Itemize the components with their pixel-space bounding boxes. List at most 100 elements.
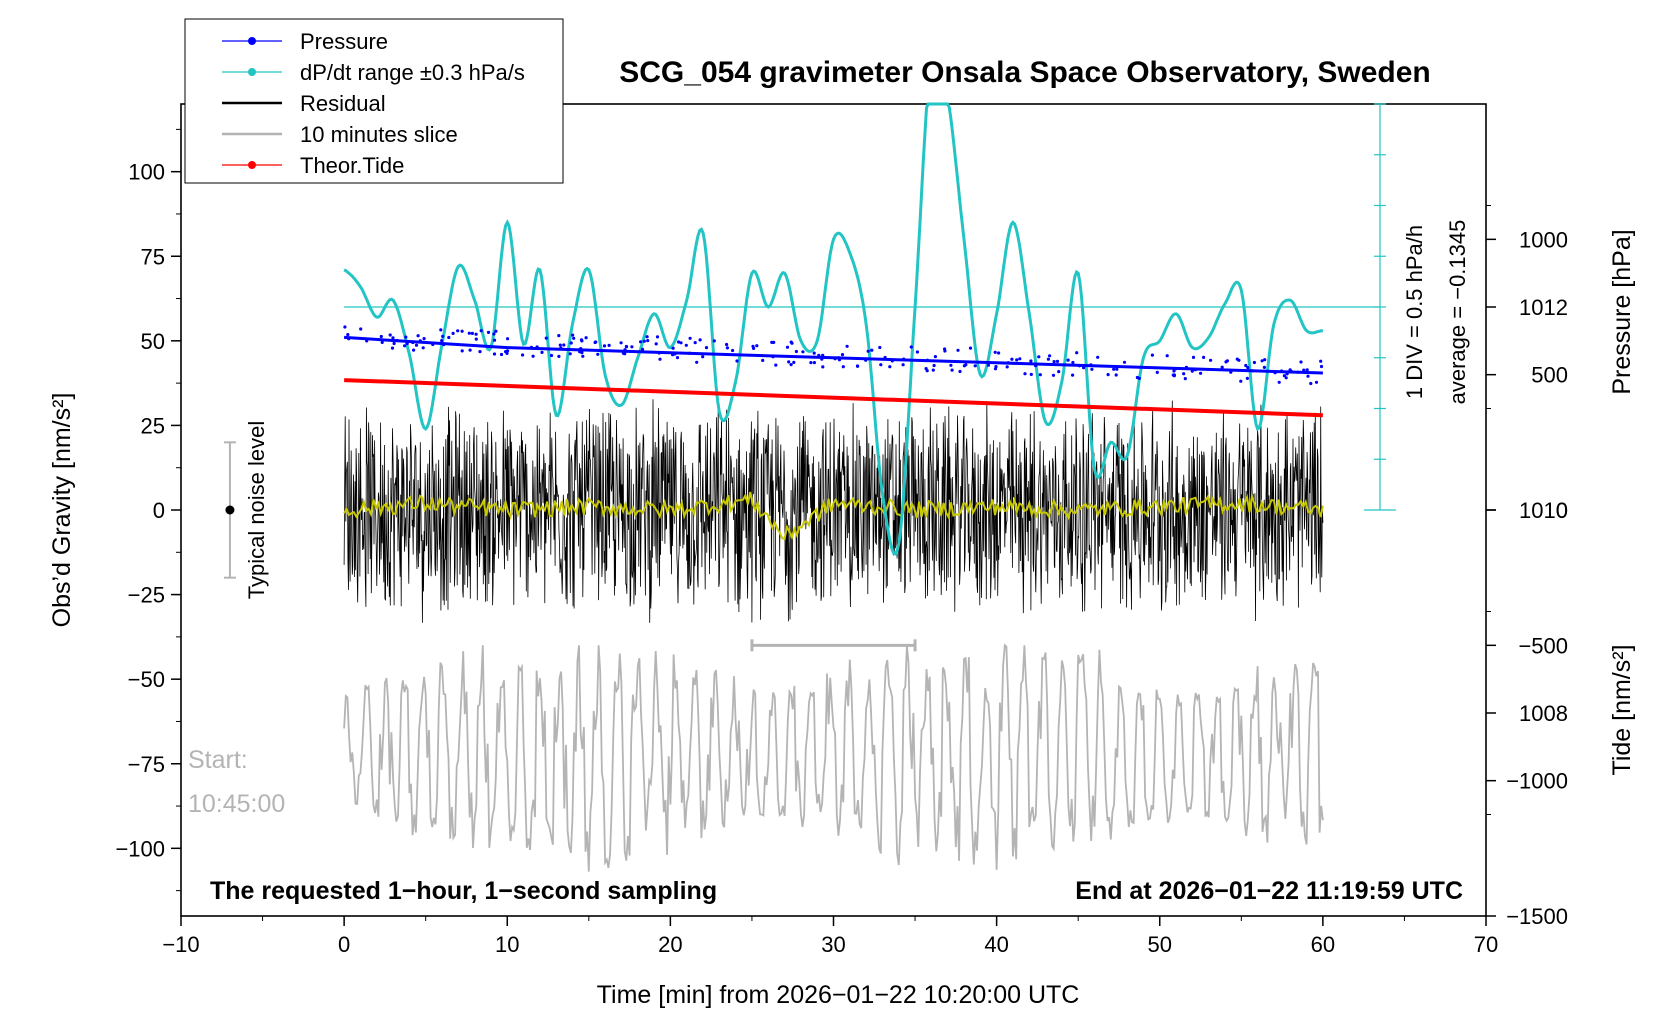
pressure-point: [771, 355, 775, 359]
dpdt-series: [343, 102, 1380, 556]
tide-tick-label: −1500: [1506, 904, 1568, 929]
pressure-point: [986, 363, 991, 367]
pressure-point: [1244, 363, 1248, 368]
pressure-point: [640, 347, 645, 351]
pressure-point: [933, 355, 938, 359]
x-tick-label: 60: [1311, 932, 1335, 957]
pressure-point: [1220, 365, 1224, 369]
pressure-point: [460, 329, 464, 333]
slice-window-bar: [750, 639, 917, 652]
pressure-point: [403, 344, 407, 348]
x-tick-label: 20: [658, 932, 682, 957]
pressure-point: [845, 344, 849, 348]
legend-swatch-dot: [248, 161, 256, 169]
pressure-point: [572, 336, 576, 340]
pressure-point: [751, 344, 755, 348]
pressure-point: [821, 353, 825, 357]
pressure-point: [1246, 366, 1250, 370]
pressure-point: [840, 353, 845, 357]
noise-level-marker: [223, 441, 236, 579]
pressure-point: [924, 367, 928, 371]
legend: Pressure dP/dt range ±0.3 hPa/s Residual 10…: [184, 18, 564, 184]
pressure-point: [1010, 357, 1014, 361]
pressure-point: [973, 364, 977, 368]
pressure-point: [456, 329, 460, 333]
legend-swatch-dot: [248, 37, 256, 45]
pressure-point: [1006, 361, 1010, 365]
pressure-point: [390, 346, 395, 350]
y-axis-label: Obs’d Gravity [nm/s²]: [48, 393, 76, 628]
pressure-point: [671, 353, 675, 357]
pressure-point: [968, 346, 973, 350]
x-tick-label: 0: [338, 932, 350, 957]
pressure-point: [1285, 372, 1289, 376]
pressure-point: [421, 346, 425, 350]
slice-series: [343, 643, 1324, 872]
pressure-point: [1302, 368, 1306, 372]
x-tick-label: 50: [1148, 932, 1172, 957]
pressure-point: [712, 339, 716, 343]
x-tick-label: 30: [821, 932, 845, 957]
pressure-point: [479, 329, 483, 333]
pressure-point: [1037, 355, 1041, 359]
pressure-point: [411, 340, 415, 345]
pressure-point: [1224, 360, 1228, 364]
pressure-point: [883, 355, 887, 360]
y-axis-pressure: 1008 1010 1012: [1486, 205, 1568, 815]
pressure-point: [677, 340, 681, 344]
pressure-point: [1273, 371, 1277, 375]
pressure-point: [1096, 355, 1100, 359]
chart-title: SCG_054 gravimeter Onsala Space Observat…: [619, 56, 1431, 89]
pressure-point: [1199, 371, 1203, 375]
slice-line: [343, 643, 1324, 872]
x-tick-label: −10: [162, 932, 199, 957]
pressure-point: [789, 340, 793, 344]
pressure-point: [557, 334, 561, 338]
y-tick-label: −25: [128, 583, 165, 608]
pressure-point: [1089, 363, 1093, 367]
pressure-point: [855, 364, 860, 368]
tide-tick-label: −1000: [1506, 769, 1568, 794]
x-tick-label: 70: [1474, 932, 1498, 957]
pressure-point: [1023, 372, 1027, 376]
pressure-point: [994, 365, 998, 369]
pressure-point: [562, 343, 566, 347]
x-axis: −10 0 10 20 30 40 50 60 70: [162, 916, 1498, 957]
tide-series: [344, 378, 1323, 418]
div-label: 1 DIV = 0.5 hPa/h: [1402, 225, 1427, 399]
tide-line: [344, 378, 1323, 418]
pressure-point: [1071, 360, 1075, 365]
tide-tick-label: −500: [1518, 633, 1568, 658]
pressure-point: [1077, 364, 1081, 368]
x-tick-label: 10: [495, 932, 519, 957]
pressure-point: [1172, 369, 1176, 373]
pressure-point: [1284, 376, 1288, 380]
pressure-point: [412, 348, 416, 352]
pressure-point: [1309, 381, 1313, 386]
pressure-point: [866, 349, 870, 353]
pressure-point: [1155, 370, 1159, 374]
pressure-point: [451, 331, 455, 335]
pressure-point: [347, 337, 351, 341]
pressure-point: [735, 359, 739, 363]
pressure-point: [1005, 365, 1009, 369]
pressure-point: [365, 339, 369, 343]
pressure-point: [890, 359, 894, 363]
pressure-point: [646, 339, 650, 343]
pressure-point: [404, 335, 408, 339]
pressure-point: [1280, 369, 1284, 373]
pressure-point: [993, 350, 997, 354]
pressure-point: [1029, 372, 1033, 376]
start-time: 10:45:00: [188, 790, 285, 818]
pressure-point: [1075, 351, 1079, 355]
pressure-point: [731, 348, 735, 353]
pressure-point: [1052, 360, 1056, 364]
pressure-tick-label: 1008: [1519, 701, 1568, 726]
pressure-point: [1305, 368, 1309, 372]
average-label: average = −0.1345: [1445, 220, 1470, 405]
pressure-axis-label: Pressure [hPa]: [1608, 229, 1636, 394]
pressure-point: [470, 331, 474, 335]
pressure-point: [909, 345, 913, 349]
noise-center-dot: [225, 505, 235, 515]
